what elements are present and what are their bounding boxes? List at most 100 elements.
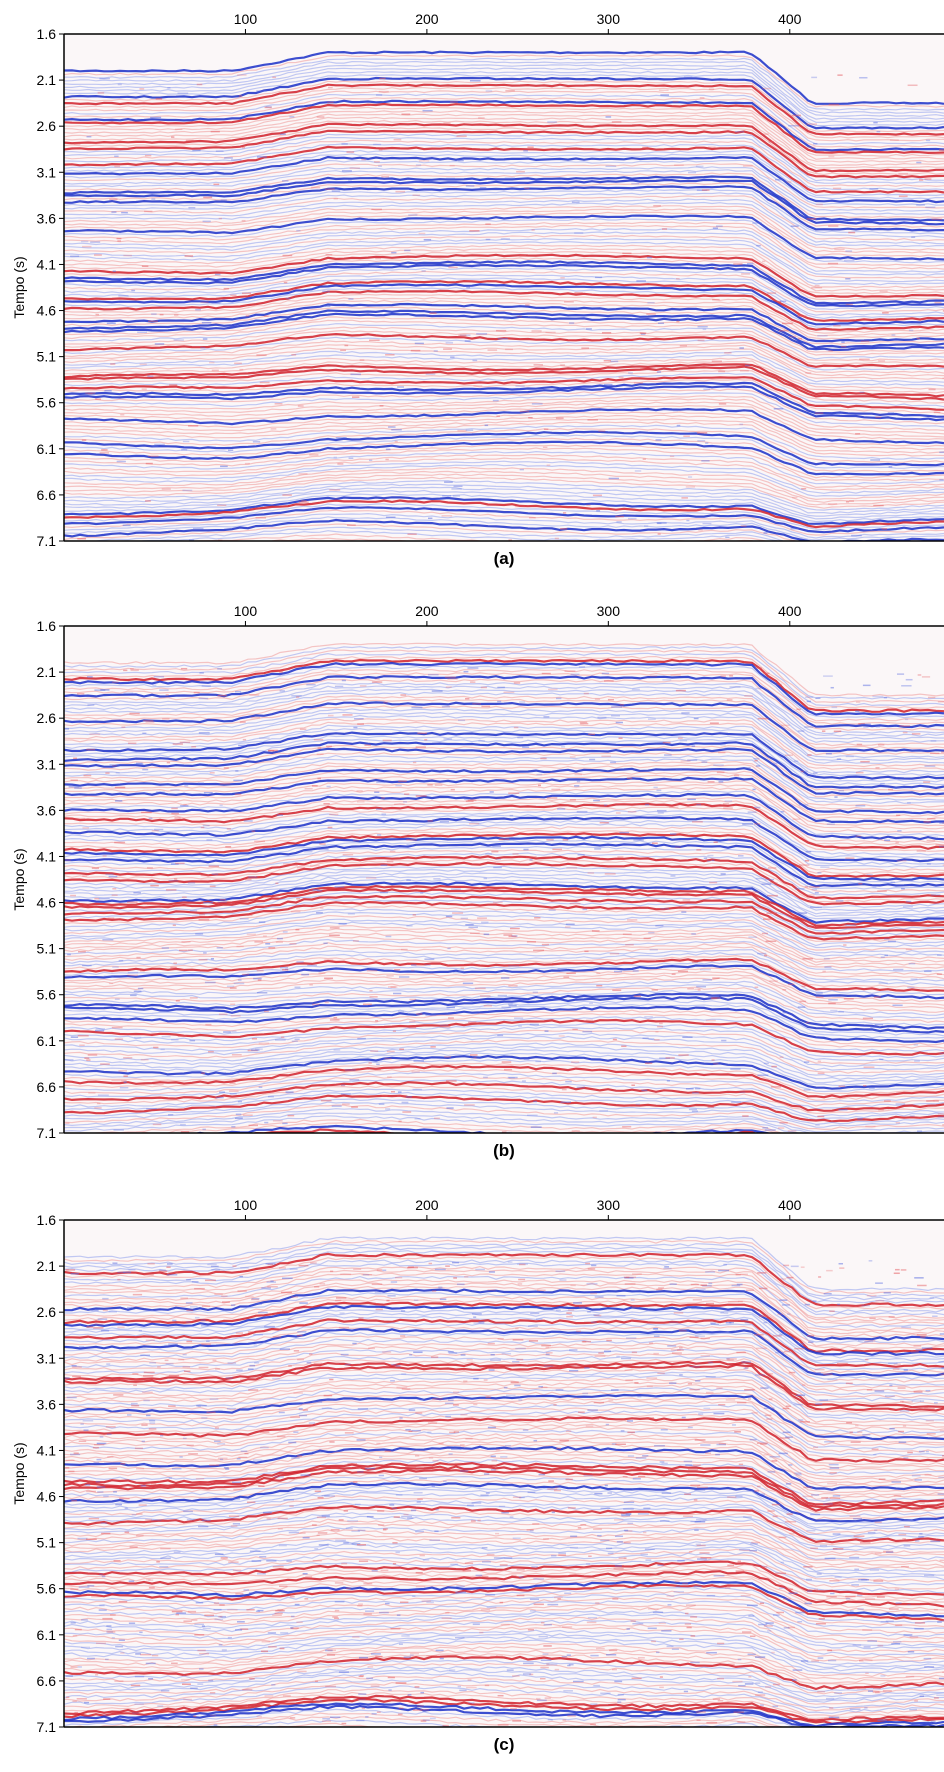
noise-speck <box>372 1570 378 1572</box>
noise-speck <box>583 1341 587 1343</box>
noise-speck <box>857 1608 863 1610</box>
noise-speck <box>152 446 158 448</box>
noise-speck <box>723 803 729 805</box>
noise-speck <box>315 1491 321 1493</box>
noise-speck <box>117 461 126 463</box>
noise-speck <box>398 1091 402 1093</box>
noise-speck <box>697 432 707 434</box>
noise-speck <box>587 419 598 421</box>
x-tick-label: 400 <box>778 1197 802 1213</box>
noise-speck <box>78 1666 82 1668</box>
noise-speck <box>242 293 251 295</box>
noise-speck <box>291 1616 294 1618</box>
noise-speck <box>472 360 477 362</box>
noise-speck <box>299 1302 308 1304</box>
noise-speck <box>642 1455 648 1457</box>
noise-speck <box>417 1498 423 1500</box>
noise-speck <box>793 818 801 820</box>
noise-speck <box>329 489 340 491</box>
noise-speck <box>332 190 341 192</box>
noise-speck <box>397 1095 407 1097</box>
noise-speck <box>325 188 335 190</box>
noise-speck <box>144 211 152 213</box>
noise-speck <box>167 1263 173 1265</box>
noise-speck <box>391 429 402 431</box>
noise-speck <box>614 1681 622 1683</box>
noise-speck <box>419 233 426 235</box>
noise-speck <box>570 1536 577 1538</box>
noise-speck <box>282 1123 287 1125</box>
noise-speck <box>479 1632 483 1634</box>
noise-speck <box>566 867 577 869</box>
noise-speck <box>372 1713 377 1715</box>
noise-speck <box>334 457 337 459</box>
noise-speck <box>519 1264 526 1266</box>
noise-speck <box>644 525 648 527</box>
noise-speck <box>870 459 880 461</box>
noise-speck <box>563 1719 567 1721</box>
noise-speck <box>312 1451 323 1453</box>
noise-speck <box>863 726 868 728</box>
noise-speck <box>226 1377 233 1379</box>
noise-speck <box>506 1395 516 1397</box>
noise-speck <box>839 790 845 792</box>
noise-speck <box>147 904 156 906</box>
noise-speck <box>65 1059 74 1061</box>
panel-caption: (b) <box>493 1141 515 1160</box>
noise-speck <box>815 1403 822 1405</box>
noise-speck <box>571 674 580 676</box>
noise-speck <box>854 1535 865 1537</box>
noise-speck <box>831 687 834 689</box>
noise-speck <box>804 1061 809 1063</box>
noise-speck <box>755 688 760 690</box>
noise-speck <box>342 1103 350 1105</box>
noise-speck <box>806 1686 810 1688</box>
noise-speck <box>365 1468 375 1470</box>
noise-speck <box>727 1358 737 1360</box>
noise-speck <box>736 1352 745 1354</box>
noise-speck <box>903 1457 908 1459</box>
noise-speck <box>237 1290 246 1292</box>
noise-speck <box>545 1030 549 1032</box>
noise-speck <box>672 1352 682 1354</box>
noise-speck <box>149 818 153 820</box>
noise-speck <box>68 1471 74 1473</box>
noise-speck <box>555 1271 565 1273</box>
noise-speck <box>758 1691 763 1693</box>
noise-speck <box>484 1473 489 1475</box>
noise-speck <box>878 1109 884 1111</box>
noise-speck <box>260 1431 269 1433</box>
noise-speck <box>335 1582 343 1584</box>
y-tick-label: 2.1 <box>37 1258 57 1274</box>
noise-speck <box>934 919 944 921</box>
noise-speck <box>453 495 460 497</box>
noise-speck <box>381 865 388 867</box>
noise-speck <box>896 1103 906 1105</box>
noise-speck <box>544 1365 553 1367</box>
noise-speck <box>782 323 793 325</box>
noise-speck <box>296 1622 302 1624</box>
noise-speck <box>401 1310 405 1312</box>
noise-speck <box>632 1678 642 1680</box>
noise-speck <box>534 1604 544 1606</box>
noise-speck <box>210 1584 217 1586</box>
noise-speck <box>104 976 114 978</box>
noise-speck <box>783 1265 789 1267</box>
noise-speck <box>833 1548 844 1550</box>
noise-speck <box>519 701 525 703</box>
noise-speck <box>667 1345 676 1347</box>
noise-speck <box>627 1628 630 1630</box>
noise-speck <box>291 1296 298 1298</box>
noise-speck <box>470 1054 478 1056</box>
noise-speck <box>347 1421 355 1423</box>
noise-speck <box>186 1310 193 1312</box>
noise-speck <box>145 155 151 157</box>
noise-speck <box>836 900 844 902</box>
noise-speck <box>455 1637 464 1639</box>
y-tick-label: 4.1 <box>37 848 57 864</box>
noise-speck <box>446 686 452 688</box>
noise-speck <box>278 1518 288 1520</box>
noise-speck <box>879 982 888 984</box>
noise-speck <box>440 821 449 823</box>
noise-speck <box>227 986 234 988</box>
